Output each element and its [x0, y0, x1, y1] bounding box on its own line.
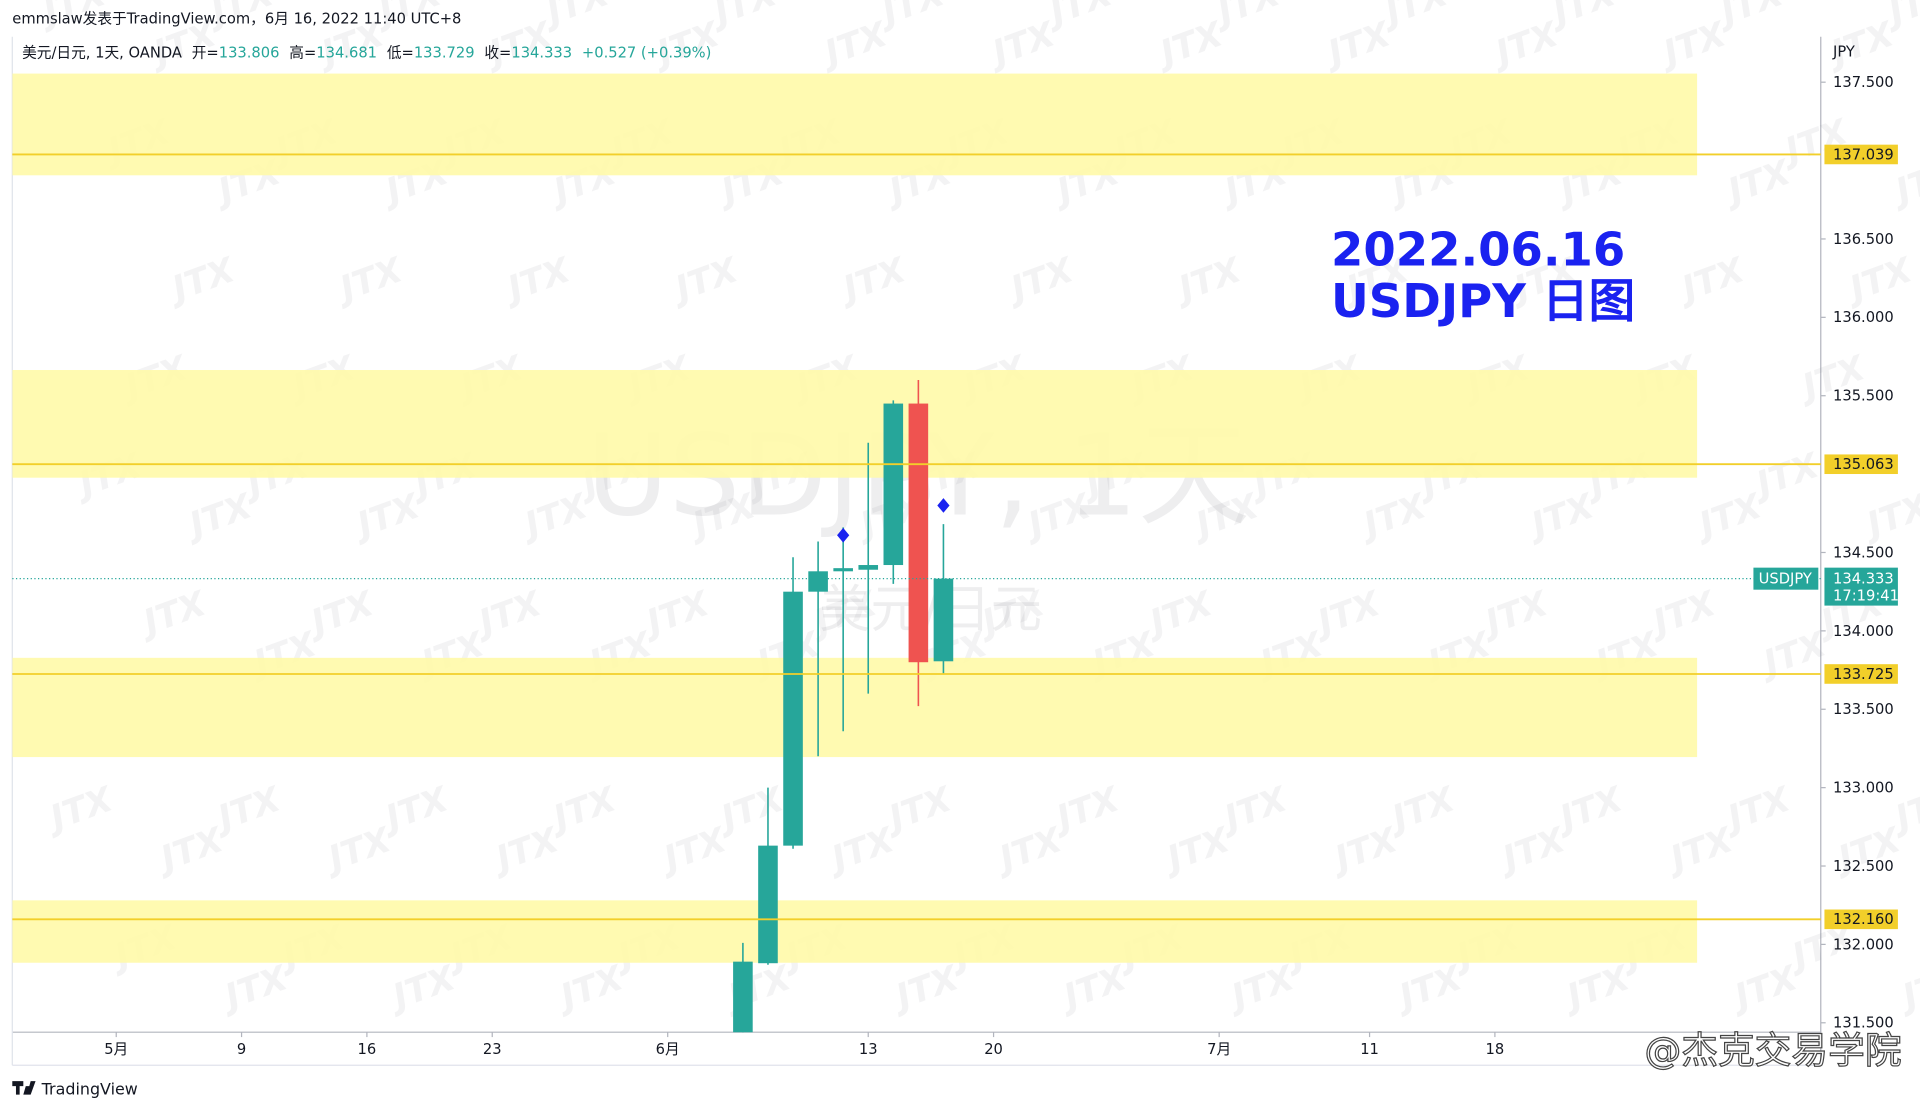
y-tick-label: 134.500 [1833, 544, 1894, 561]
symbol-tag: USDJPY [1759, 571, 1812, 588]
ohlc-label: 开= [192, 45, 219, 62]
level-label-bg [1824, 454, 1898, 475]
level-label: 135.063 [1833, 456, 1894, 473]
x-tick-label: 16 [358, 1041, 377, 1058]
y-tick-label: 136.000 [1833, 309, 1894, 326]
y-unit: JPY [1832, 43, 1855, 60]
last-price-bg [1824, 567, 1898, 606]
level-label-bg [1824, 144, 1898, 165]
zone [12, 657, 1698, 758]
low-value: 133.729 [414, 45, 475, 62]
x-tick-label: 9 [237, 1041, 246, 1058]
candle-body [808, 571, 828, 592]
credit: @杰克交易学院 [1645, 1029, 1902, 1072]
symbol-info: 美元/日元, 1天, OANDA [22, 45, 182, 62]
last-price: 134.333 [1833, 571, 1894, 588]
x-tick-label: 23 [483, 1041, 502, 1058]
zone [12, 73, 1698, 176]
y-tick-label: 134.000 [1833, 623, 1894, 640]
zone [12, 370, 1698, 478]
candle-body [833, 568, 853, 572]
countdown: 17:19:41 [1833, 588, 1899, 605]
level-label: 133.725 [1833, 666, 1894, 683]
y-tick-label: 136.500 [1833, 231, 1894, 248]
x-tick-label: 6月 [656, 1041, 680, 1058]
candle-body [883, 403, 904, 566]
level-label-bg [1824, 909, 1898, 930]
symbol-tag-bg [1753, 567, 1819, 590]
candle-body [858, 565, 879, 570]
candle-body [733, 961, 753, 1033]
candle-body [908, 403, 929, 663]
candle-body [933, 578, 954, 662]
zone [12, 900, 1698, 963]
annotation: USDJPY 日图 [1331, 274, 1635, 328]
ohlc-label: 收= [484, 45, 511, 62]
y-tick-label: 137.500 [1833, 74, 1894, 91]
marker [837, 527, 850, 543]
y-tick-label: 131.500 [1833, 1015, 1894, 1032]
x-tick-label: 18 [1486, 1041, 1505, 1058]
y-tick-label: 132.000 [1833, 936, 1894, 953]
x-tick-label: 20 [984, 1041, 1003, 1058]
header: emmslaw发表于TradingView.com，6月 16, 2022 11… [12, 10, 461, 27]
high-value: 134.681 [316, 45, 377, 62]
x-tick-label: 7月 [1207, 1041, 1231, 1058]
y-tick-label: 133.500 [1833, 701, 1894, 718]
legend: 美元/日元, 1天, OANDA 开=133.806 高=134.681 低=133.… [22, 45, 711, 62]
level-label: 137.039 [1833, 146, 1894, 163]
watermark: 美元/日元 [819, 580, 1042, 640]
level-label: 132.160 [1833, 911, 1894, 928]
ohlc-label: 高= [289, 45, 316, 62]
footer: TradingView [41, 1080, 138, 1099]
y-tick-label: 133.000 [1833, 780, 1894, 797]
x-tick-label: 13 [859, 1041, 878, 1058]
level-label-bg [1824, 664, 1898, 684]
candle-body [758, 845, 778, 964]
candle-body [783, 591, 803, 846]
open-value: 133.806 [219, 45, 280, 62]
change: +0.527 (+0.39%) [582, 45, 711, 62]
marker [937, 498, 950, 513]
ohlc-label: 低= [387, 45, 414, 62]
close-value: 134.333 [511, 45, 572, 62]
tradingview-logo: TradingView [12, 1080, 138, 1099]
y-tick-label: 132.500 [1833, 858, 1894, 875]
x-tick-label: 5月 [104, 1041, 128, 1058]
annotation: 2022.06.16 [1331, 223, 1625, 277]
x-tick-label: 11 [1360, 1041, 1379, 1058]
y-tick-label: 135.500 [1833, 388, 1894, 405]
